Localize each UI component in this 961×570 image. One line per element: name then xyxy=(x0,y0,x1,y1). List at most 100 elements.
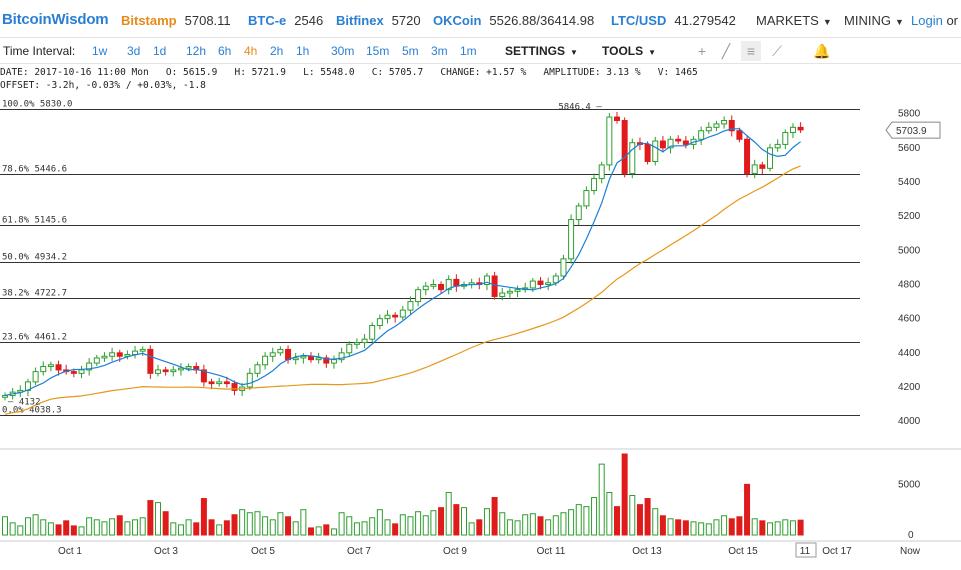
fib-label: 38.2% 4722.7 xyxy=(2,289,67,299)
volume-bar xyxy=(667,518,674,536)
interval-2h[interactable]: 2h xyxy=(270,44,284,58)
volume-bar xyxy=(636,504,643,536)
x-cursor-box xyxy=(795,542,817,558)
candle-body xyxy=(200,369,207,383)
interval-1w[interactable]: 1w xyxy=(92,44,108,58)
ticker-ltcusd[interactable]: LTC/USD 41.279542 xyxy=(611,13,736,28)
candle-body xyxy=(177,367,184,371)
candle-body xyxy=(109,352,116,357)
interval-12h[interactable]: 12h xyxy=(186,44,207,58)
fibonacci-tool-icon[interactable]: ⟋ xyxy=(772,43,782,59)
ticker-btce[interactable]: BTC-e 2546 xyxy=(248,13,323,28)
candle-body xyxy=(47,364,54,367)
settings-menu[interactable]: SETTINGS ▼ xyxy=(505,44,578,58)
volume-bar xyxy=(330,528,337,536)
volume-bar xyxy=(223,520,230,536)
volume-bar xyxy=(476,519,483,536)
candle-body xyxy=(93,357,100,364)
volume-bar xyxy=(47,522,54,536)
ticker-bitfinex[interactable]: Bitfinex 5720 xyxy=(336,13,421,28)
candle-body xyxy=(170,369,177,373)
markets-menu-label: MARKETS xyxy=(756,13,819,28)
horizontal-lines-tool-icon[interactable]: ≡ xyxy=(741,41,761,61)
x-tick-label: Oct 13 xyxy=(632,546,662,557)
volume-tick-label: 5000 xyxy=(898,479,921,490)
volume-bar xyxy=(499,512,506,536)
volume-bar xyxy=(361,521,368,536)
interval-5m[interactable]: 5m xyxy=(402,44,419,58)
volume-bar xyxy=(767,522,773,536)
mining-menu[interactable]: MINING ▼ xyxy=(844,13,904,28)
interval-15m[interactable]: 15m xyxy=(366,44,390,58)
or-text: or xyxy=(946,13,958,28)
mining-menu-label: MINING xyxy=(844,13,891,28)
volume-bar xyxy=(705,523,712,536)
candle-body xyxy=(621,120,628,174)
volume-bar xyxy=(269,519,276,536)
ticker-bitstamp[interactable]: Bitstamp 5708.11 xyxy=(121,13,231,28)
login-link[interactable]: Login xyxy=(911,13,943,28)
interval-1m[interactable]: 1m xyxy=(460,44,477,58)
candle-body xyxy=(675,138,682,142)
volume-bar xyxy=(277,512,284,536)
candle-body xyxy=(568,219,575,260)
candle-body xyxy=(506,290,513,294)
candle-body xyxy=(667,138,674,149)
interval-1d[interactable]: 1d xyxy=(153,44,167,58)
candle-body xyxy=(552,275,559,284)
alert-bell-icon[interactable]: 🔔 xyxy=(813,43,831,59)
interval-1h[interactable]: 1h xyxy=(296,44,310,58)
volume-bar xyxy=(155,502,161,536)
volume-bar xyxy=(713,519,720,536)
volume-bar xyxy=(614,506,620,536)
price-tick-label: 4400 xyxy=(898,348,921,359)
fib-label: 61.8% 5145.6 xyxy=(2,216,67,226)
interval-6h[interactable]: 6h xyxy=(218,44,232,58)
volume-bar xyxy=(9,522,16,536)
volume-bar xyxy=(338,512,345,536)
markets-menu[interactable]: MARKETS ▼ xyxy=(756,13,832,28)
candle-body xyxy=(369,325,376,340)
interval-30m[interactable]: 30m xyxy=(331,44,355,58)
interval-3m[interactable]: 3m xyxy=(431,44,448,58)
candle-body xyxy=(330,359,337,364)
volume-bar xyxy=(63,520,70,536)
candle-body xyxy=(254,364,261,374)
candle-body xyxy=(782,131,789,145)
volume-bar xyxy=(162,511,169,536)
volume-bar xyxy=(644,498,651,536)
candle-body xyxy=(560,258,567,277)
volume-bar xyxy=(124,521,131,536)
candle-body xyxy=(353,342,360,345)
candle-body xyxy=(338,352,345,361)
x-tick-label: Oct 7 xyxy=(347,546,371,557)
time-interval-label: Time Interval: xyxy=(3,44,76,58)
tools-menu[interactable]: TOOLS ▼ xyxy=(602,44,656,58)
toolbar: Time Interval: 1w 3d 1d 12h 6h 4h 2h 1h … xyxy=(0,38,961,64)
fib-label: 100.0% 5830.0 xyxy=(2,100,72,110)
price-tick-label: 5800 xyxy=(898,109,921,120)
candle-body xyxy=(744,138,751,174)
candle-body xyxy=(659,140,666,149)
x-tick-label: Oct 5 xyxy=(251,546,275,557)
brand-logo[interactable]: BitcoinWisdom xyxy=(2,11,109,28)
volume-bar xyxy=(132,519,139,536)
volume-bar xyxy=(346,516,353,536)
price-tick-label: 4800 xyxy=(898,280,921,291)
interval-3d[interactable]: 3d xyxy=(127,44,141,58)
price-chart[interactable]: 100.0% 5830.0 78.6% 5446.6 61.8% 5145.6 50.… xyxy=(0,94,961,570)
candle-body xyxy=(483,275,490,285)
fib-label: 50.0% 4934.2 xyxy=(2,253,67,263)
price-tick-label: 5400 xyxy=(898,177,921,188)
price-tick-label: 5600 xyxy=(898,143,921,154)
ticker-name: Bitfinex xyxy=(336,13,384,28)
volume-bar xyxy=(682,520,689,536)
crosshair-tool-icon[interactable]: + xyxy=(697,43,707,59)
volume-bar xyxy=(728,518,735,536)
interval-4h[interactable]: 4h xyxy=(244,44,258,58)
volume-bar xyxy=(552,515,559,536)
x-tick-label: Oct 1 xyxy=(58,546,82,557)
line-tool-icon[interactable]: ╱ xyxy=(721,43,731,59)
volume-bar xyxy=(598,463,605,536)
ticker-okcoin[interactable]: OKCoin 5526.88/36414.98 xyxy=(433,13,594,28)
